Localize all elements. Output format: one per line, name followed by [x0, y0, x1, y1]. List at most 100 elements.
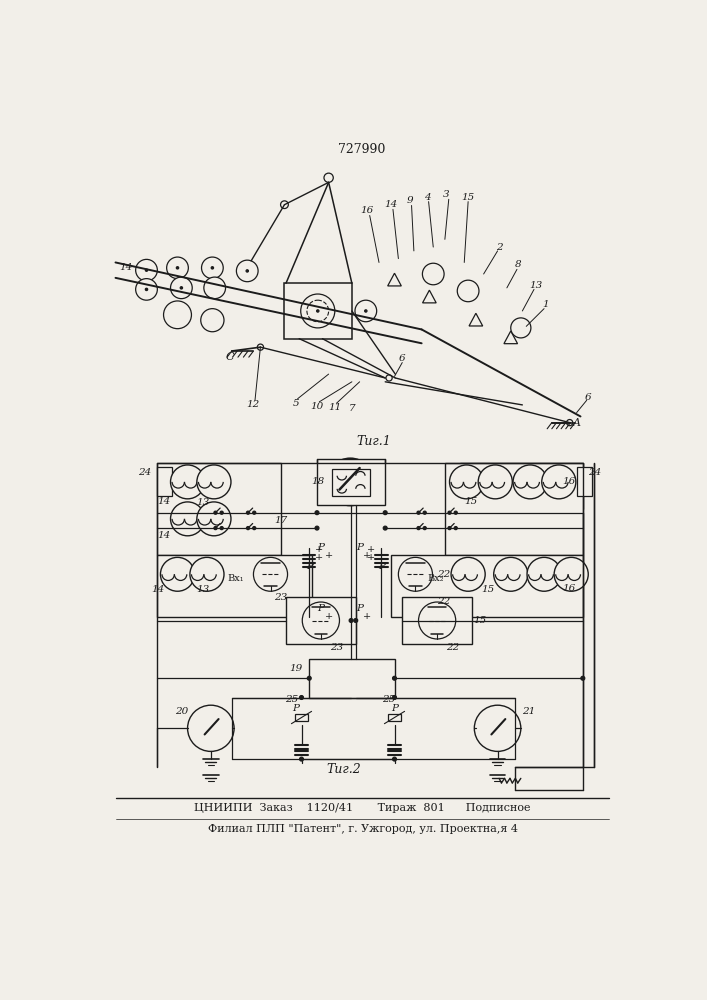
Text: 24: 24: [588, 468, 601, 477]
Text: 15: 15: [464, 497, 477, 506]
Circle shape: [474, 705, 521, 751]
Text: +: +: [367, 545, 375, 554]
Circle shape: [454, 527, 457, 530]
Text: +: +: [315, 545, 323, 554]
Circle shape: [317, 310, 319, 312]
Text: 13: 13: [530, 281, 543, 290]
Bar: [295, 714, 308, 721]
Text: 14: 14: [158, 531, 171, 540]
Bar: [332, 469, 370, 496]
Text: Вх₁: Вх₁: [228, 574, 244, 583]
Text: 24: 24: [138, 468, 151, 477]
Circle shape: [214, 527, 217, 530]
Text: C: C: [225, 352, 234, 362]
Text: 17: 17: [274, 516, 287, 525]
Circle shape: [354, 619, 358, 622]
Circle shape: [392, 757, 397, 761]
Text: Р: Р: [391, 704, 398, 713]
Text: Р: Р: [293, 704, 300, 713]
Text: Р: Р: [378, 562, 385, 571]
Circle shape: [308, 676, 311, 680]
Text: 3: 3: [443, 190, 450, 199]
Circle shape: [383, 511, 387, 515]
Text: +: +: [325, 551, 333, 560]
Circle shape: [160, 557, 194, 591]
Text: 11: 11: [328, 403, 341, 412]
Circle shape: [493, 557, 528, 591]
Circle shape: [300, 696, 303, 699]
Circle shape: [220, 527, 223, 530]
Text: 6: 6: [585, 393, 592, 402]
Circle shape: [146, 288, 148, 291]
Circle shape: [349, 619, 353, 622]
Circle shape: [513, 465, 547, 499]
Circle shape: [554, 557, 588, 591]
Circle shape: [252, 511, 256, 514]
Circle shape: [454, 511, 457, 514]
Circle shape: [315, 526, 319, 530]
Circle shape: [307, 300, 329, 322]
Text: 5: 5: [293, 399, 299, 408]
Text: Филиал ПЛП "Патент", г. Ужгород, ул. Проектна,я 4: Филиал ПЛП "Патент", г. Ужгород, ул. Про…: [208, 824, 518, 834]
Circle shape: [136, 279, 158, 300]
Text: 14: 14: [151, 585, 165, 594]
Circle shape: [247, 527, 250, 530]
Circle shape: [187, 705, 234, 751]
Circle shape: [214, 511, 217, 514]
Text: 14: 14: [384, 200, 397, 209]
Circle shape: [458, 526, 462, 530]
Circle shape: [303, 602, 339, 639]
Circle shape: [315, 511, 319, 515]
Bar: [156, 463, 281, 555]
Circle shape: [392, 676, 397, 680]
Text: +: +: [363, 612, 371, 621]
Text: +: +: [325, 612, 333, 621]
Text: 8: 8: [515, 260, 522, 269]
Text: 2: 2: [496, 243, 503, 252]
Text: 15: 15: [473, 616, 486, 625]
Text: 9: 9: [407, 196, 414, 205]
Circle shape: [327, 459, 373, 505]
Text: 16: 16: [361, 206, 374, 215]
Circle shape: [167, 257, 188, 279]
Text: 21: 21: [522, 707, 535, 716]
Text: Р: Р: [356, 604, 363, 613]
Text: 4: 4: [423, 192, 431, 202]
Circle shape: [220, 511, 223, 514]
Text: 7: 7: [349, 404, 355, 413]
Circle shape: [247, 511, 250, 514]
Circle shape: [355, 300, 377, 322]
Text: Τиг.2: Τиг.2: [327, 763, 361, 776]
Text: Р: Р: [317, 604, 325, 613]
Circle shape: [300, 757, 303, 761]
Text: 1: 1: [542, 300, 549, 309]
Circle shape: [417, 511, 420, 514]
Text: 25: 25: [285, 695, 298, 704]
Bar: [577, 466, 592, 496]
Circle shape: [201, 309, 224, 332]
Text: 13: 13: [197, 585, 210, 594]
Circle shape: [236, 260, 258, 282]
Circle shape: [451, 557, 485, 591]
Circle shape: [246, 270, 248, 272]
Circle shape: [478, 465, 513, 499]
Circle shape: [448, 527, 451, 530]
Text: 6: 6: [399, 354, 406, 363]
Text: +: +: [315, 553, 323, 562]
Circle shape: [527, 557, 561, 591]
Text: 727990: 727990: [338, 143, 385, 156]
Text: ЦНИИПИ  Заказ    1120/41       Тираж  801      Подписное: ЦНИИПИ Заказ 1120/41 Тираж 801 Подписное: [194, 803, 531, 813]
Circle shape: [170, 465, 204, 499]
Circle shape: [510, 318, 531, 338]
Circle shape: [170, 502, 204, 536]
Text: 15: 15: [462, 192, 474, 202]
Bar: [445, 463, 583, 555]
Text: Р: Р: [356, 543, 363, 552]
Text: 18: 18: [311, 477, 325, 486]
Text: 25: 25: [382, 695, 396, 704]
Circle shape: [257, 344, 264, 350]
Text: 19: 19: [289, 664, 303, 673]
Circle shape: [253, 557, 288, 591]
Text: 12: 12: [246, 400, 259, 409]
Circle shape: [314, 285, 336, 306]
